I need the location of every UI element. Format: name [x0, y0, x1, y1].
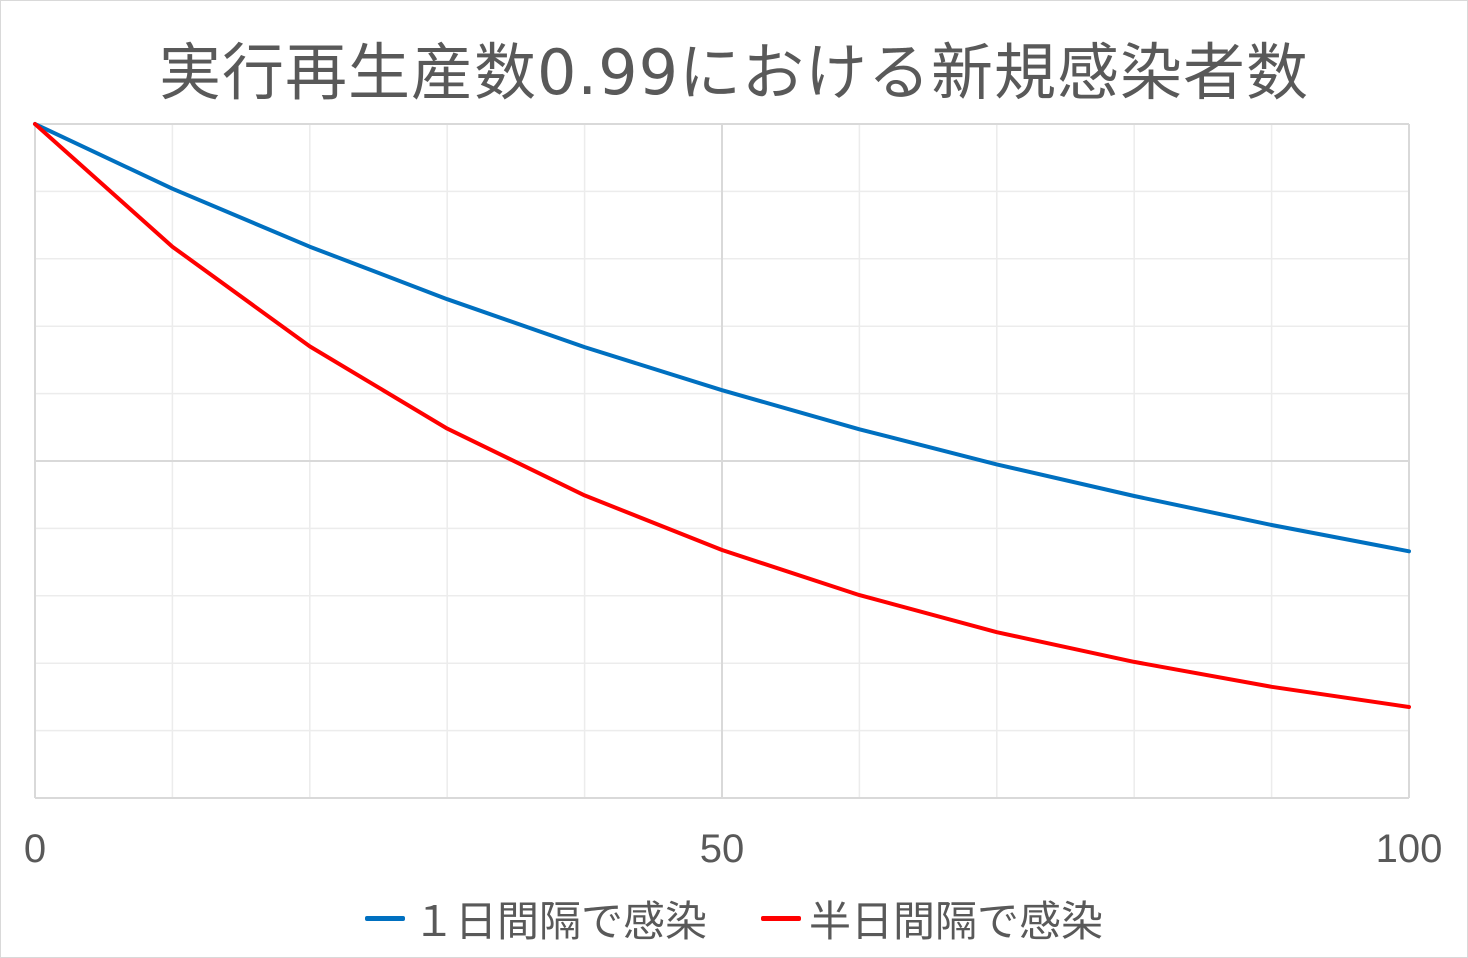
series-line-2 [33, 122, 1411, 709]
chart-title: 実行再生産数0.99における新規感染者数 [158, 36, 1310, 109]
x-tick-label: 100 [1376, 827, 1443, 871]
axes [34, 124, 1409, 799]
legend-item-1: １日間隔で感染 [364, 888, 707, 949]
x-tick-labels: 0 50 100 [24, 827, 1443, 871]
series-lines [33, 122, 1411, 709]
legend-swatch [364, 916, 405, 921]
x-tick-label: 50 [700, 827, 745, 871]
legend-label: １日間隔で感染 [412, 897, 707, 946]
grid-lines [35, 123, 1410, 798]
legend-swatch [761, 916, 801, 921]
legend-item-2: 半日間隔で感染 [761, 888, 1103, 949]
series-line-1 [33, 122, 1411, 554]
legend-label: 半日間隔で感染 [809, 897, 1104, 946]
x-tick-label: 0 [24, 827, 46, 871]
legend: １日間隔で感染 半日間隔で感染 [0, 888, 1468, 949]
